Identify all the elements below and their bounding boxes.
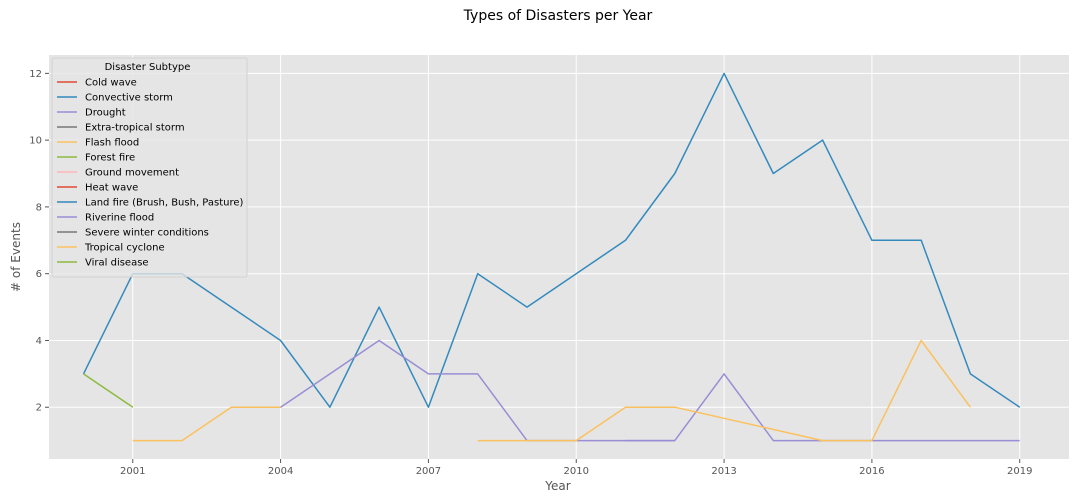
y-tick-label: 2 [36, 403, 42, 414]
series-line-tropical-cyclone [477, 339, 972, 442]
x-tick-label: 2016 [859, 466, 884, 477]
y-axis-label: # of Events [9, 222, 23, 292]
legend-label: Viral disease [85, 258, 149, 269]
x-tick-label: 2007 [416, 466, 441, 477]
legend-label: Forest fire [85, 153, 135, 164]
legend-label: Flash flood [85, 138, 139, 149]
series-line-flash-flood [132, 406, 281, 442]
x-tick-label: 2010 [564, 466, 589, 477]
legend-label: Land fire (Brush, Bush, Pasture) [85, 198, 244, 209]
y-tick-label: 8 [36, 202, 42, 213]
y-axis-ticks: 2 4 6 8 10 12 [29, 69, 49, 414]
series-line-convective-storm [82, 72, 1021, 408]
legend-label: Cold wave [85, 78, 137, 89]
legend-label: Extra-tropical storm [85, 123, 185, 134]
legend-items: Cold wave Convective storm Drought Extra-tr… [57, 78, 244, 269]
legend-label: Heat wave [85, 183, 138, 194]
legend-label: Severe winter conditions [85, 228, 209, 239]
legend-title: Disaster Subtype [105, 62, 191, 73]
x-axis-label: Year [544, 479, 570, 493]
y-tick-label: 10 [29, 136, 42, 147]
y-tick-label: 12 [29, 69, 42, 80]
legend-label: Riverine flood [85, 213, 154, 224]
legend-label: Drought [85, 108, 126, 119]
legend-label: Tropical cyclone [84, 243, 165, 254]
series-line-forest-fire [83, 373, 134, 408]
x-axis-ticks: 2001 2004 2007 2010 2013 2016 2019 [120, 459, 1032, 477]
series-lines [82, 72, 1021, 442]
x-tick-label: 2013 [711, 466, 736, 477]
legend-label: Convective storm [85, 93, 173, 104]
x-tick-label: 2004 [268, 466, 293, 477]
legend: Disaster Subtype Cold wave Convective sto… [51, 57, 248, 278]
x-tick-label: 2019 [1007, 466, 1032, 477]
legend-label: Ground movement [85, 168, 179, 179]
x-tick-label: 2001 [120, 466, 145, 477]
y-tick-label: 4 [36, 336, 42, 347]
legend-box [51, 57, 248, 278]
chart-title: Types of Disasters per Year [463, 8, 653, 24]
y-tick-label: 6 [36, 269, 42, 280]
